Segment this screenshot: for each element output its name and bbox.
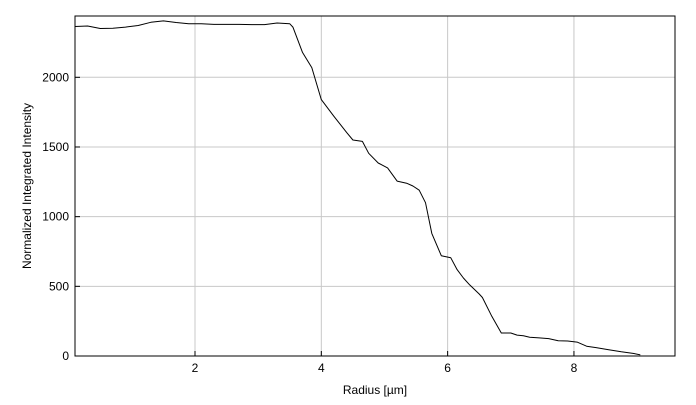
x-tick-label: 4 <box>318 361 325 375</box>
y-tick-label: 0 <box>62 349 69 363</box>
x-tick-label: 6 <box>444 361 451 375</box>
plot-frame <box>74 15 676 357</box>
y-tick-label: 500 <box>49 279 69 293</box>
y-tick-label: 1500 <box>42 140 69 154</box>
series-lines <box>74 20 641 356</box>
grid-lines <box>75 16 675 357</box>
y-axis-label: Normalized Integrated Intensity <box>20 103 34 269</box>
x-axis-label: Radius [µm] <box>343 383 407 397</box>
y-tick-label: 2000 <box>42 70 69 84</box>
x-tick-label: 8 <box>571 361 578 375</box>
series-line <box>74 20 641 356</box>
x-tick-label: 2 <box>192 361 199 375</box>
axis-ticks: 2 4 6 8 0 500 1000 1500 2000 <box>42 70 577 375</box>
y-tick-label: 1000 <box>42 210 69 224</box>
